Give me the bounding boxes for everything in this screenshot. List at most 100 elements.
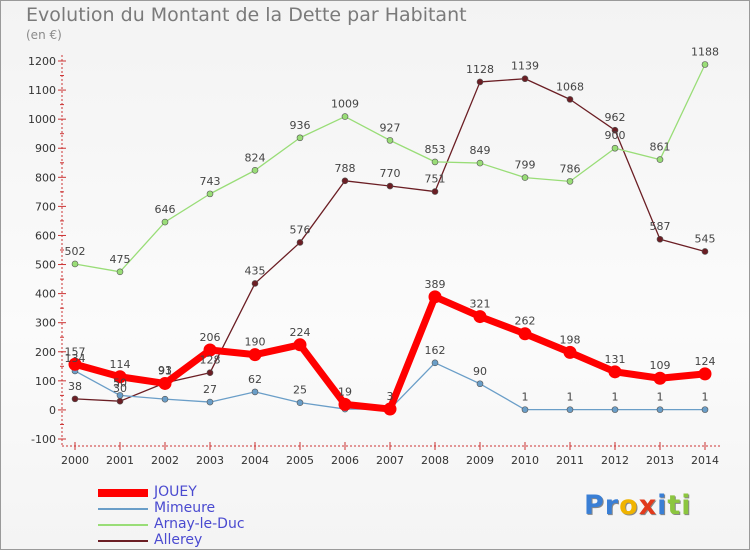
data-label-arnay-le-duc: 900 <box>605 129 626 142</box>
y-tick-label: 100 <box>35 375 56 388</box>
data-label-allerey: 576 <box>290 223 311 236</box>
x-tick-label: 2002 <box>151 454 179 467</box>
logo-letter: r <box>604 490 620 521</box>
data-label-allerey: 1139 <box>511 60 539 73</box>
x-tick-label: 2007 <box>376 454 404 467</box>
legend-label-jouey: JOUEY <box>154 484 197 500</box>
data-point-allerey <box>566 96 574 103</box>
data-label-allerey: 788 <box>335 162 356 175</box>
data-label-mimeure: 27 <box>203 383 217 396</box>
logo-letter: o <box>619 490 639 521</box>
x-tick-label: 2005 <box>286 454 314 467</box>
legend-swatch-jouey <box>98 489 148 497</box>
data-point-arnay-le-duc <box>701 61 709 68</box>
data-labels-layer: 38 30 93 128 435 576 788 770 751 1128 1139 1068 962 5… <box>65 45 720 403</box>
data-point-arnay-le-duc <box>116 268 124 276</box>
data-point-arnay-le-duc <box>566 178 574 185</box>
data-label-allerey: 435 <box>245 264 266 277</box>
data-point-arnay-le-duc <box>251 167 259 174</box>
x-tick-label: 2011 <box>556 454 584 467</box>
data-point-allerey <box>206 369 214 377</box>
data-point-allerey <box>341 177 349 185</box>
data-point-mimeure <box>611 406 619 413</box>
x-tick-label: 2001 <box>106 454 134 467</box>
data-point-mimeure <box>251 388 259 396</box>
data-point-mimeure <box>206 398 214 406</box>
data-label-arnay-le-duc: 646 <box>155 203 176 216</box>
data-label-allerey: 93 <box>158 364 172 377</box>
data-point-allerey <box>116 397 124 405</box>
data-label-mimeure: 1 <box>612 391 619 404</box>
data-label-arnay-le-duc: 475 <box>110 253 131 266</box>
data-point-arnay-le-duc <box>161 218 169 226</box>
data-label-jouey: 157 <box>65 345 86 358</box>
y-tick-label: 1100 <box>28 84 56 97</box>
data-point-arnay-le-duc <box>71 260 79 268</box>
y-tick-label: 1200 <box>28 55 56 68</box>
data-label-jouey: 206 <box>200 331 221 344</box>
data-label-allerey: 30 <box>113 382 127 395</box>
data-point-allerey <box>521 75 529 83</box>
data-point-mimeure <box>161 395 169 403</box>
y-tick-label: 200 <box>35 346 56 359</box>
x-tick-label: 2009 <box>466 454 494 467</box>
data-label-allerey: 962 <box>605 111 626 124</box>
data-point-allerey <box>386 182 394 190</box>
y-tick-label: 700 <box>35 200 56 213</box>
x-tick-label: 2012 <box>601 454 629 467</box>
proxiti-logo: Proxiti <box>584 490 692 521</box>
data-label-jouey: 389 <box>425 278 446 291</box>
data-point-jouey <box>338 397 352 411</box>
data-point-mimeure <box>431 359 439 367</box>
y-tick-label: 600 <box>35 229 56 242</box>
data-label-mimeure: 134 <box>65 352 86 365</box>
data-point-arnay-le-duc <box>521 174 529 181</box>
data-point-jouey <box>518 327 532 341</box>
data-label-arnay-le-duc: 936 <box>290 119 311 132</box>
data-point-arnay-le-duc <box>386 137 394 144</box>
data-label-arnay-le-duc: 853 <box>425 143 446 156</box>
logo-letter: t <box>667 490 682 521</box>
y-tick-label: 900 <box>35 142 56 155</box>
data-label-mimeure: 62 <box>248 373 262 386</box>
data-point-arnay-le-duc <box>656 156 664 163</box>
data-point-mimeure <box>296 399 304 406</box>
logo-letter: x <box>638 490 658 521</box>
legend-label-arnay-le-duc: Arnay-le-Duc <box>154 516 245 532</box>
y-tick-label: -100 <box>31 433 56 446</box>
y-tick-label: 500 <box>35 259 56 272</box>
data-point-jouey <box>248 348 262 362</box>
legend-label-allerey: Allerey <box>154 532 203 548</box>
data-label-allerey: 1128 <box>466 63 494 76</box>
series-layer <box>68 61 712 416</box>
data-point-allerey <box>71 395 79 403</box>
data-label-jouey: 124 <box>695 355 716 368</box>
data-label-jouey: 190 <box>245 336 266 349</box>
data-point-jouey <box>293 338 307 352</box>
data-point-arnay-le-duc <box>476 159 484 167</box>
data-point-mimeure <box>521 406 529 413</box>
data-point-jouey <box>383 402 397 416</box>
x-tick-label: 2014 <box>691 454 719 467</box>
data-point-jouey <box>473 310 487 324</box>
data-label-allerey: 38 <box>68 380 82 393</box>
logo-letter: P <box>584 490 605 521</box>
data-label-mimeure: 1 <box>657 391 664 404</box>
x-tick-label: 2010 <box>511 454 539 467</box>
legend-swatch-mimeure <box>98 508 148 510</box>
data-label-mimeure: 1 <box>702 391 709 404</box>
data-point-jouey <box>68 357 82 371</box>
data-point-mimeure <box>116 392 124 399</box>
data-label-jouey: 131 <box>605 353 626 366</box>
data-label-jouey: 19 <box>338 385 352 398</box>
data-point-jouey <box>203 343 217 357</box>
data-point-mimeure <box>476 380 484 388</box>
data-label-allerey: 751 <box>425 173 446 186</box>
data-label-allerey: 128 <box>200 354 221 367</box>
data-label-jouey: 321 <box>470 298 491 311</box>
data-label-mimeure: 162 <box>425 344 446 357</box>
data-point-jouey <box>698 367 712 381</box>
data-point-allerey <box>476 78 484 86</box>
x-tick-label: 2013 <box>646 454 674 467</box>
